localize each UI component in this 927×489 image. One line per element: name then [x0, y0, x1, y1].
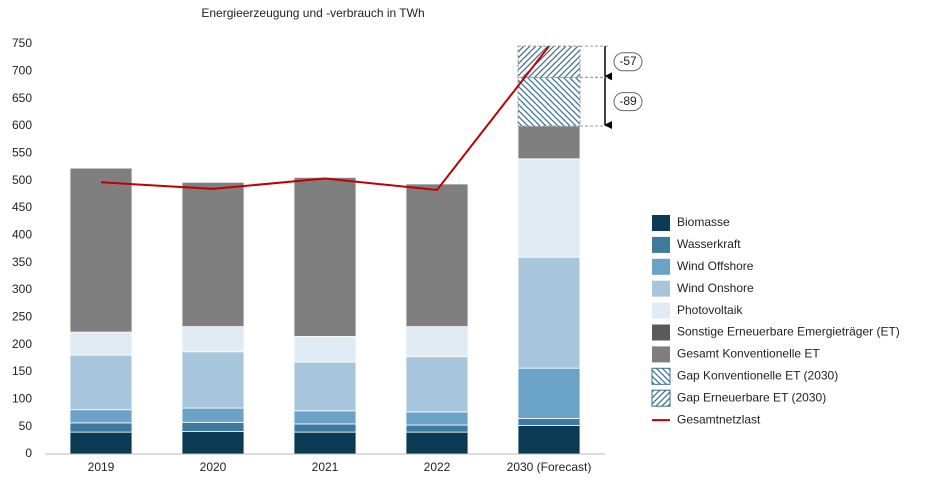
y-tick-label: 650	[12, 91, 32, 105]
legend-swatch	[652, 346, 670, 363]
bar	[181, 407, 245, 423]
legend-label: Wind Offshore	[677, 259, 754, 273]
legend-swatch	[652, 324, 670, 341]
gap-bar	[517, 76, 581, 127]
annotation: -57	[619, 54, 637, 68]
legend-label: Biomasse	[677, 215, 730, 229]
bar	[181, 181, 245, 328]
y-tick-label: 750	[12, 36, 32, 50]
bar	[69, 409, 133, 424]
y-tick-label: 450	[12, 200, 32, 214]
y-tick-label: 250	[12, 310, 32, 324]
bar	[405, 183, 469, 328]
bar	[517, 158, 581, 258]
y-tick-label: 0	[25, 446, 32, 460]
bar	[405, 431, 469, 455]
bar	[405, 424, 469, 433]
bar	[181, 351, 245, 409]
bar	[293, 410, 357, 425]
x-tick-label: 2019	[88, 460, 115, 474]
legend-swatch	[651, 367, 671, 385]
bar	[293, 361, 357, 412]
legend-swatch	[652, 302, 670, 319]
bar	[293, 423, 357, 433]
y-tick-label: 700	[12, 64, 32, 78]
legend-label: Gesamtnetzlast	[677, 412, 761, 426]
bar	[405, 326, 469, 358]
annotation-bubble	[613, 52, 643, 72]
legend-swatch	[652, 236, 670, 253]
legend-label: Gap Konventionelle ET (2030)	[677, 368, 838, 382]
y-tick-label: 200	[12, 337, 32, 351]
legend-label: Photovoltaik	[677, 303, 743, 317]
bar	[181, 326, 245, 353]
legend-swatch	[652, 258, 670, 275]
y-tick-label: 550	[12, 146, 32, 160]
annotation: -89	[619, 94, 637, 108]
legend-swatch	[651, 389, 671, 407]
y-tick-label: 350	[12, 255, 32, 269]
y-tick-label: 400	[12, 228, 32, 242]
bar	[69, 422, 133, 433]
line	[100, 45, 550, 192]
bar	[405, 356, 469, 413]
chart-title: Energieerzeugung und -verbrauch in TWh	[201, 6, 424, 20]
x-tick-label: 2021	[312, 460, 339, 474]
bar	[517, 125, 581, 160]
bar	[69, 354, 133, 411]
legend-label: Wind Onshore	[677, 281, 754, 295]
bar	[517, 418, 581, 426]
bar	[517, 367, 581, 419]
y-tick-label: 50	[19, 419, 33, 433]
x-tick-label: 2020	[200, 460, 227, 474]
bar	[69, 331, 133, 356]
y-tick-label: 150	[12, 364, 32, 378]
bar	[181, 421, 245, 432]
bar	[293, 176, 357, 337]
bar	[181, 431, 245, 455]
bar	[293, 336, 357, 363]
legend-label: Gap Erneuerbare ET (2030)	[677, 390, 826, 404]
bar	[293, 431, 357, 455]
bar	[69, 167, 133, 333]
y-tick-label: 500	[12, 173, 32, 187]
bar	[517, 256, 581, 369]
bar	[69, 431, 133, 455]
legend-label: Wasserkraft	[677, 237, 741, 251]
legend-label: Sonstige Erneuerbare Emergieträger (ET)	[677, 325, 900, 339]
annotation-bubble	[613, 92, 643, 112]
legend-swatch	[652, 215, 670, 231]
x-tick-label: 2022	[424, 460, 451, 474]
legend-swatch	[652, 280, 670, 297]
y-tick-label: 100	[12, 392, 32, 406]
bar	[405, 411, 469, 426]
y-tick-label: 300	[12, 282, 32, 296]
y-tick-label: 600	[12, 118, 32, 132]
bar	[517, 425, 581, 455]
legend-label: Gesamt Konventionelle ET	[677, 347, 820, 361]
x-tick-label: 2030 (Forecast)	[507, 460, 592, 474]
